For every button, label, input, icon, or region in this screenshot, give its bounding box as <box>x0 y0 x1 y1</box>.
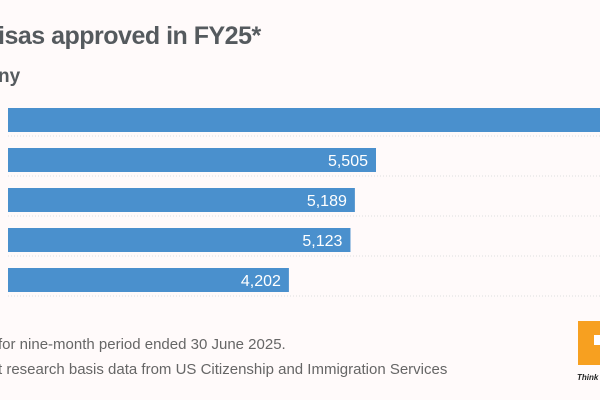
footnote: for nine-month period ended 30 June 2025… <box>0 336 286 353</box>
bar-value-label: 5,123 <box>302 233 342 250</box>
bar <box>8 188 355 212</box>
bar <box>8 228 351 252</box>
brand-logo-mark <box>594 335 600 345</box>
bar <box>8 108 600 132</box>
bar-value-label: 5,189 <box>307 193 347 210</box>
bar-value-label: 4,202 <box>241 273 281 290</box>
bar <box>8 268 289 292</box>
source-note: t research basis data from US Citizenshi… <box>0 361 448 378</box>
bar <box>8 148 376 172</box>
brand-logo <box>578 321 600 365</box>
bar-value-label: 5,505 <box>328 153 368 170</box>
chart-subtitle: ny <box>0 66 21 87</box>
brand-tagline: Think A <box>577 373 600 382</box>
chart-title: isas approved in FY25* <box>0 22 261 50</box>
